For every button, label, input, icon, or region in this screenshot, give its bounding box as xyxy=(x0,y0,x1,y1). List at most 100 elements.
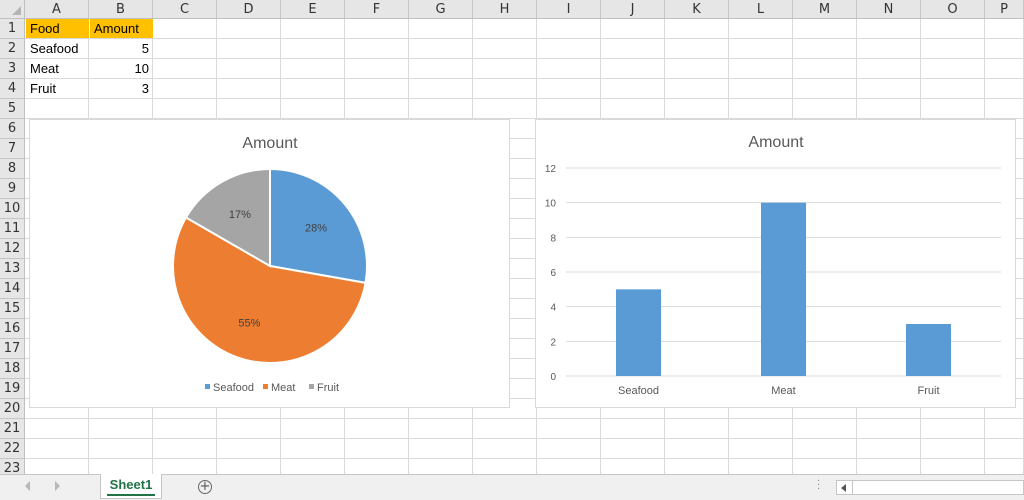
column-header-b[interactable]: B xyxy=(89,0,153,19)
row-header-19[interactable]: 19 xyxy=(0,379,25,399)
row-header-21[interactable]: 21 xyxy=(0,419,25,439)
row-header-10[interactable]: 10 xyxy=(0,199,25,219)
legend-marker-seafood xyxy=(205,384,210,389)
row-header-16[interactable]: 16 xyxy=(0,319,25,339)
row-header-2[interactable]: 2 xyxy=(0,39,25,59)
column-header-o[interactable]: O xyxy=(921,0,985,19)
y-tick-label-0: 0 xyxy=(550,372,556,383)
cell-B1[interactable]: Amount xyxy=(90,19,153,38)
row-header-13[interactable]: 13 xyxy=(0,259,25,279)
sheet-tab-bar: Sheet1 + · · · xyxy=(0,474,1024,500)
pie-data-label-seafood: 28% xyxy=(305,222,327,234)
select-all-corner[interactable] xyxy=(0,0,25,19)
cell-B2[interactable]: 5 xyxy=(141,41,149,56)
row-header-17[interactable]: 17 xyxy=(0,339,25,359)
gridline-horizontal xyxy=(25,198,1024,199)
row-header-9[interactable]: 9 xyxy=(0,179,25,199)
column-header-e[interactable]: E xyxy=(281,0,345,19)
bar-chart[interactable]: Amount 0 2 4 6 8 10 12 Seafood Meat Fruit xyxy=(535,119,1016,408)
gridline-horizontal xyxy=(25,318,1024,319)
legend-label-meat: Meat xyxy=(271,382,295,394)
column-header-g[interactable]: G xyxy=(409,0,473,19)
gridline-horizontal xyxy=(25,338,1024,339)
column-header-f[interactable]: F xyxy=(345,0,409,19)
cell-A4[interactable]: Fruit xyxy=(30,81,56,96)
gridline-horizontal xyxy=(25,258,1024,259)
column-header-j[interactable]: J xyxy=(601,0,665,19)
pie-slice-seafood[interactable] xyxy=(269,167,368,285)
gridline-horizontal xyxy=(25,178,1024,179)
row-header-14[interactable]: 14 xyxy=(0,279,25,299)
row-header-20[interactable]: 20 xyxy=(0,399,25,419)
row-header-3[interactable]: 3 xyxy=(0,59,25,79)
horizontal-scrollbar[interactable] xyxy=(836,480,1024,495)
cell-A2[interactable]: Seafood xyxy=(30,41,79,56)
gridline-horizontal xyxy=(25,118,1024,119)
gridline-horizontal xyxy=(25,398,1024,399)
row-header-4[interactable]: 4 xyxy=(0,79,25,99)
y-tick-label-6: 6 xyxy=(550,268,556,279)
column-header-h[interactable]: H xyxy=(473,0,537,19)
column-header-l[interactable]: L xyxy=(729,0,793,19)
plus-icon: + xyxy=(199,479,211,494)
row-header-7[interactable]: 7 xyxy=(0,139,25,159)
column-header-k[interactable]: K xyxy=(665,0,729,19)
row-header-18[interactable]: 18 xyxy=(0,359,25,379)
legend-marker-fruit xyxy=(309,384,314,389)
y-tick-label-2: 2 xyxy=(550,337,556,348)
gridline-horizontal xyxy=(25,138,1024,139)
x-tick-label-meat: Meat xyxy=(771,385,795,397)
row-header-22[interactable]: 22 xyxy=(0,439,25,459)
y-tick-label-4: 4 xyxy=(550,303,556,314)
column-header-p[interactable]: P xyxy=(985,0,1024,19)
gridline-horizontal xyxy=(25,278,1024,279)
bar-meat[interactable] xyxy=(761,202,806,376)
active-tab-indicator xyxy=(107,494,155,496)
column-header-m[interactable]: M xyxy=(793,0,857,19)
cell-A1[interactable]: Food xyxy=(26,19,89,38)
column-header-d[interactable]: D xyxy=(217,0,281,19)
cell-B3[interactable]: 10 xyxy=(134,61,149,76)
column-header-a[interactable]: A xyxy=(25,0,89,19)
gridline-horizontal xyxy=(25,458,1024,459)
scroll-tabs-right-icon[interactable] xyxy=(55,481,60,491)
select-all-icon xyxy=(12,6,21,15)
row-header-23[interactable]: 23 xyxy=(0,459,25,474)
gridline-horizontal xyxy=(25,378,1024,379)
add-sheet-button[interactable]: + xyxy=(198,480,212,494)
row-header-12[interactable]: 12 xyxy=(0,239,25,259)
split-handle-icon[interactable]: · · · xyxy=(817,476,821,495)
column-header-c[interactable]: C xyxy=(153,0,217,19)
gridline-horizontal xyxy=(25,78,1024,79)
gridline-horizontal xyxy=(25,218,1024,219)
gridline-horizontal xyxy=(25,98,1024,99)
row-header-6[interactable]: 6 xyxy=(0,119,25,139)
bar-fruit[interactable] xyxy=(906,324,951,376)
pie-chart[interactable]: Amount 28% 55% 17% Seafood Meat Fruit xyxy=(29,119,510,408)
row-header-11[interactable]: 11 xyxy=(0,219,25,239)
scroll-tabs-left-icon[interactable] xyxy=(25,481,30,491)
sheet-tab-sheet1[interactable]: Sheet1 xyxy=(100,474,162,499)
row-header-8[interactable]: 8 xyxy=(0,159,25,179)
gridline-horizontal xyxy=(25,438,1024,439)
column-header-n[interactable]: N xyxy=(857,0,921,19)
gridline-horizontal xyxy=(25,358,1024,359)
row-header-5[interactable]: 5 xyxy=(0,99,25,119)
scroll-left-icon[interactable] xyxy=(837,481,853,494)
row-header-15[interactable]: 15 xyxy=(0,299,25,319)
legend-label-seafood: Seafood xyxy=(213,382,254,394)
bar-chart-canvas: Amount 0 2 4 6 8 10 12 Seafood Meat Fruit xyxy=(545,134,1001,397)
cell-B4[interactable]: 3 xyxy=(141,81,149,96)
legend-label-fruit: Fruit xyxy=(317,382,339,394)
pie-slice-fruit[interactable] xyxy=(184,167,271,268)
bar-seafood[interactable] xyxy=(616,289,661,376)
cell-A3[interactable]: Meat xyxy=(30,61,59,76)
bar-chart-title: Amount xyxy=(748,134,804,151)
x-tick-label-fruit: Fruit xyxy=(918,385,940,397)
column-header-i[interactable]: I xyxy=(537,0,601,19)
pie-slice-meat[interactable] xyxy=(172,216,367,364)
row-header-1[interactable]: 1 xyxy=(0,19,25,39)
pie-chart-canvas: Amount 28% 55% 17% Seafood Meat Fruit xyxy=(172,135,368,394)
x-tick-label-seafood: Seafood xyxy=(618,385,659,397)
